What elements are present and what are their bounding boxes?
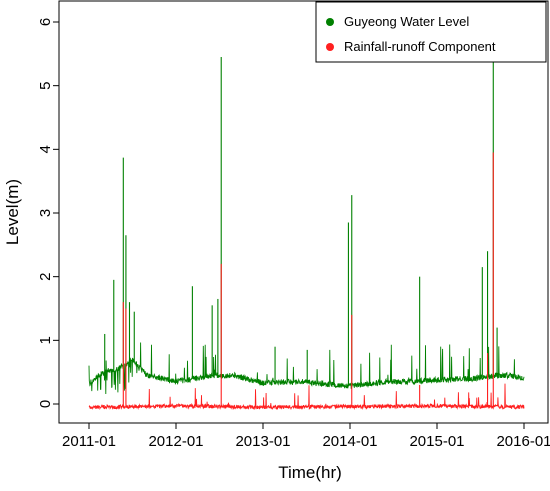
- y-tick-label-4: 4: [37, 145, 54, 153]
- plot-frame: [58, 0, 549, 424]
- x-tick-label-2016-01: 2016-01: [496, 433, 550, 450]
- legend-marker-guyeong: [326, 18, 334, 26]
- x-tick-label-2015-01: 2015-01: [409, 433, 464, 450]
- x-tick-label-2014-01: 2014-01: [322, 433, 377, 450]
- y-tick-label-2: 2: [37, 272, 54, 280]
- y-tick-label-3: 3: [37, 209, 54, 217]
- y-tick-label-5: 5: [37, 81, 54, 89]
- x-tick-label-2012-01: 2012-01: [148, 433, 203, 450]
- legend-box: [315, 1, 547, 63]
- x-axis-title: Time(hr): [278, 463, 342, 482]
- legend: Guyeong Water Level Rainfall-runoff Comp…: [315, 1, 547, 63]
- series-line-1: [88, 383, 525, 411]
- series-line-0: [88, 342, 525, 395]
- y-tick-label-1: 1: [37, 336, 54, 344]
- x-tick-label-2013-01: 2013-01: [235, 433, 290, 450]
- y-tick-label-6: 6: [37, 18, 54, 26]
- legend-label-guyeong: Guyeong Water Level: [344, 14, 469, 29]
- legend-label-rainfall: Rainfall-runoff Component: [344, 39, 496, 54]
- y-tick-label-0: 0: [37, 400, 54, 408]
- legend-marker-rainfall: [326, 43, 334, 51]
- x-tick-label-2011-01: 2011-01: [62, 433, 116, 450]
- y-axis-title: Level(m): [3, 179, 22, 245]
